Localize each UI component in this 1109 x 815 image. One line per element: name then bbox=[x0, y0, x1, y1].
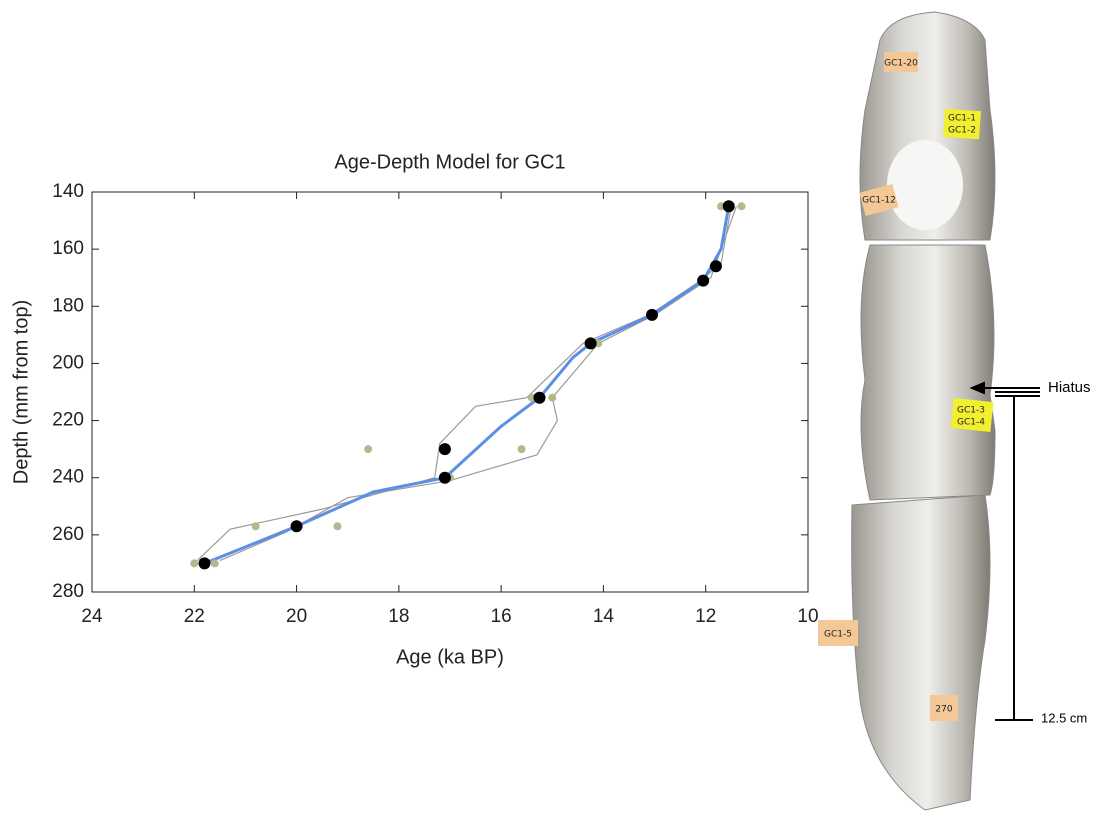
sample-label: GC1-4 bbox=[957, 418, 985, 428]
axes-box bbox=[92, 192, 808, 592]
stalagmite-photo: GC1-20 GC1-1 GC1-2 GC1-12 GC1-3 GC1-4 GC… bbox=[818, 12, 995, 810]
scale-label: 12.5 cm bbox=[1041, 710, 1087, 725]
data-point bbox=[364, 445, 372, 453]
x-tick-label: 10 bbox=[797, 606, 818, 627]
x-tick-label: 14 bbox=[593, 606, 615, 627]
y-tick-label: 180 bbox=[52, 295, 84, 316]
data-point bbox=[723, 200, 735, 212]
data-line bbox=[194, 206, 731, 563]
figure: Age-Depth Model for GC1 Age (ka BP) Dept… bbox=[0, 0, 1109, 815]
sample-label: GC1-1 bbox=[948, 114, 976, 124]
data-point bbox=[534, 392, 546, 404]
data-line bbox=[205, 206, 729, 563]
data-point bbox=[646, 309, 658, 321]
x-tick-label: 18 bbox=[388, 606, 409, 627]
chart-title: Age-Depth Model for GC1 bbox=[334, 151, 565, 173]
y-tick-label: 260 bbox=[52, 524, 84, 545]
x-axis-label: Age (ka BP) bbox=[396, 646, 504, 668]
data-point bbox=[252, 522, 260, 530]
data-point bbox=[585, 337, 597, 349]
data-point bbox=[211, 559, 219, 567]
sample-label: GC1-2 bbox=[948, 126, 976, 136]
data-line bbox=[220, 206, 737, 560]
sample-label: GC1-5 bbox=[824, 630, 852, 640]
sample-label: GC1-12 bbox=[862, 196, 896, 206]
data-point bbox=[199, 557, 211, 569]
y-tick-label: 140 bbox=[52, 181, 84, 202]
x-tick-label: 20 bbox=[286, 606, 307, 627]
data-point bbox=[333, 522, 341, 530]
data-point bbox=[518, 445, 526, 453]
data-point bbox=[697, 275, 709, 287]
x-tick-label: 24 bbox=[81, 606, 103, 627]
y-tick-label: 200 bbox=[52, 352, 84, 373]
data-point bbox=[710, 260, 722, 272]
sample-label: GC1-20 bbox=[884, 59, 918, 69]
data-point bbox=[439, 472, 451, 484]
data-point bbox=[548, 394, 556, 402]
y-tick-label: 160 bbox=[52, 238, 84, 259]
y-tick-label: 280 bbox=[52, 581, 84, 602]
x-tick-label: 12 bbox=[695, 606, 716, 627]
sample-label: GC1-3 bbox=[957, 406, 985, 416]
y-tick-label: 240 bbox=[52, 467, 84, 488]
data-point bbox=[738, 202, 746, 210]
x-tick-label: 22 bbox=[184, 606, 205, 627]
data-point bbox=[439, 443, 451, 455]
data-point bbox=[291, 520, 303, 532]
plot-area: 24 22 20 18 16 14 12 10 140 160 180 200 220 240 260 280 bbox=[52, 181, 818, 627]
y-axis-label: Depth (mm from top) bbox=[10, 300, 32, 484]
y-tick-label: 220 bbox=[52, 410, 84, 431]
sample-label: 270 bbox=[935, 705, 952, 715]
data-point bbox=[190, 559, 198, 567]
hiatus-label: Hiatus bbox=[1048, 379, 1091, 396]
x-tick-label: 16 bbox=[491, 606, 512, 627]
